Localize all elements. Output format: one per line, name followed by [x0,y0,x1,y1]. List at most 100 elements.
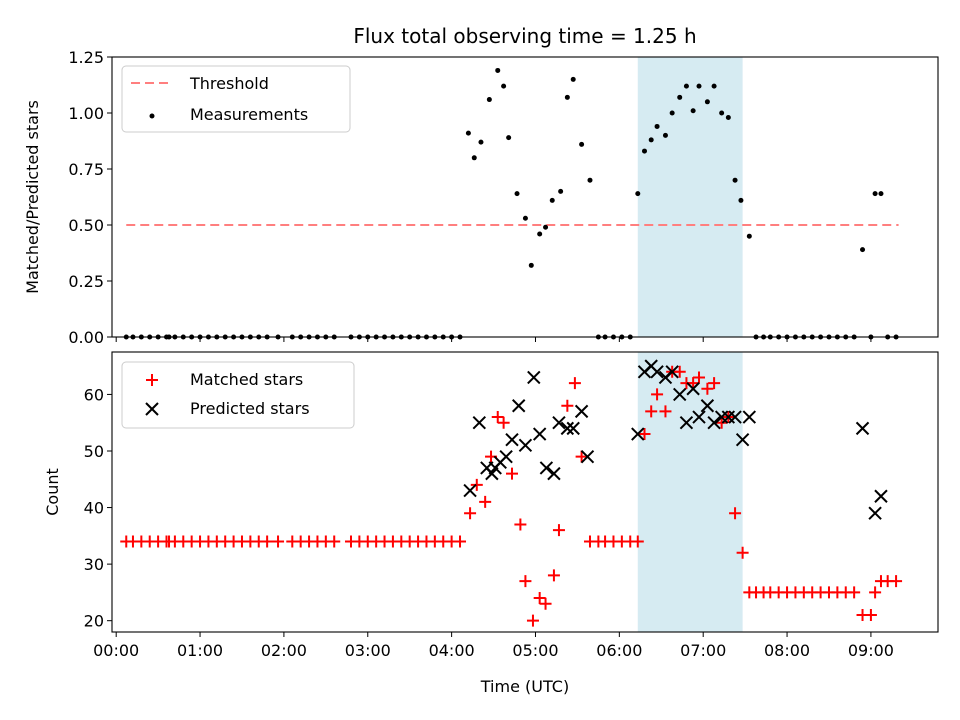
x-tick-label: 02:00 [261,641,307,660]
predicted-star-point [679,415,694,430]
legend-predicted-swatch [145,402,159,416]
measurement-point [587,177,593,183]
measurement-point [570,76,576,82]
predicted-star-point [855,421,870,436]
matched-star-point [645,405,658,418]
matched-star-point [864,609,877,622]
legend-threshold-label: Threshold [189,74,269,93]
measurement-point [528,262,534,268]
matched-star-point [464,507,477,520]
bottom-panel: 20 30 40 50 60 00:00 01:00 02:00 03:00 04:00 05:0… [43,351,939,696]
measurement-point [654,123,660,129]
matched-star-point [479,495,492,508]
measurement-point [558,188,564,194]
measurement-point [522,215,528,221]
y-tick-label: 50 [84,442,104,461]
y-tick-label: 40 [84,499,104,518]
matched-star-point [470,478,483,491]
predicted-star-point [539,461,554,475]
measurement-point [704,99,710,105]
measurement-point [725,114,731,120]
predicted-star-point [505,432,519,447]
matched-star-point [552,524,565,537]
measurement-point [641,148,647,154]
matched-star-point [701,382,714,395]
matched-star-point [638,428,651,441]
legend-matched-swatch [146,374,158,386]
matched-star-point [673,365,686,378]
measurement-point [495,67,501,73]
y-tick-label: 60 [84,385,104,404]
matched-star-point [261,535,274,548]
y-tick-label: 1.00 [68,104,104,123]
measurement-point [872,191,878,197]
measurement-point [696,83,702,89]
top-observing-window [637,57,743,337]
measurement-point [579,141,585,147]
predicted-star-point [868,506,882,520]
predicted-star-point [742,410,757,424]
predicted-star-point [665,365,679,379]
x-tick-label: 06:00 [596,641,642,660]
legend-matched-label: Matched stars [190,370,303,389]
predicted-star-point [874,489,888,503]
matched-star-point [272,535,285,548]
predicted-star-point [631,427,645,441]
measurement-point [543,224,549,230]
top-y-axis: 0.00 0.25 0.50 0.75 1.00 1.25 [68,48,112,347]
top-plot-frame [111,56,939,338]
measurement-point [537,231,543,237]
measurement-point [501,83,507,89]
measurement-point [738,197,744,203]
predicted-star-point [728,410,742,424]
predicted-star-point [527,370,541,385]
y-tick-label: 0.75 [68,160,104,179]
top-legend-box [121,65,351,133]
matched-star-point [693,371,706,384]
matched-star-point [539,597,552,610]
measurement-point [465,130,471,136]
y-tick-label: 30 [84,555,104,574]
measurement-point [878,191,884,197]
matched-star-point [715,416,728,429]
predicted-star-point [673,387,687,402]
x-tick-label: 00:00 [93,641,139,660]
measurement-point [669,110,675,116]
x-tick-label: 03:00 [345,641,391,660]
measurement-point [549,197,555,203]
matched-star-point [514,518,527,531]
x-tick-label: 04:00 [429,641,475,660]
predicted-star-point [566,421,580,436]
y-tick-label: 0.25 [68,272,104,291]
predicted-star-point [686,382,700,396]
predicted-star-point [532,427,547,441]
matched-star-point [729,507,742,520]
matched-star-point [497,416,510,429]
matched-star-points [120,365,903,627]
measurement-point [683,83,689,89]
predicted-star-point [547,466,561,481]
matched-star-point [561,399,574,412]
predicted-star-point [692,410,706,424]
x-axis-label: Time (UTC) [480,677,569,696]
legend-measurements-label: Measurements [190,105,308,124]
predicted-star-point [552,415,566,430]
y-tick-label: 20 [84,612,104,631]
y-tick-label: 0.50 [68,216,104,235]
predicted-star-point [560,421,575,436]
matched-star-point [491,411,504,424]
y-tick-label: 0.00 [68,328,104,347]
bottom-y-axis: 20 30 40 50 60 [84,385,112,631]
predicted-star-point [574,404,589,419]
measurement-point [719,110,725,116]
predicted-star-point [463,483,477,498]
matched-star-point [848,586,861,599]
matched-star-point [519,575,532,588]
predicted-star-point [707,415,721,430]
measurement-point [690,108,696,114]
matched-star-point [328,535,341,548]
top-panel: 0.00 0.25 0.50 0.75 1.00 1.25 Matched/Predict… [23,48,939,347]
measurement-point [860,247,866,253]
x-tick-label: 07:00 [680,641,726,660]
bottom-y-axis-label: Count [43,468,62,516]
